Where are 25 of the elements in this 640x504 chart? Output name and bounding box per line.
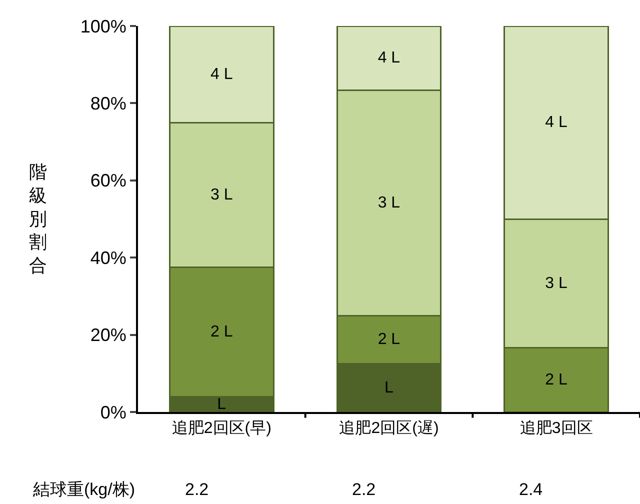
text: 4 L [545,114,568,131]
series-label: 3 L [378,194,400,212]
series-label: 4 L [378,50,400,67]
y-tick-label: 80% [90,94,126,114]
y-tick-label: 0% [100,402,126,422]
y-tick-label: 60% [90,170,126,191]
y-tick-label: 40% [90,248,126,268]
text: 3 L [545,274,568,292]
text: 2 L [545,371,568,388]
text: 2 L [210,323,233,340]
x-tick-label: 追肥3回区 [520,420,593,438]
text: 2.2 [185,480,209,499]
y-axis-title: 階級別割合 [29,162,47,276]
text: 2.2 [352,480,376,499]
series-label: L [217,396,226,413]
text: 4 L [210,66,233,83]
text: 結球重(kg/株) [32,480,135,499]
text: 2.4 [519,480,543,499]
y-tick-label: 20% [90,325,126,346]
y-tick-label: 100% [80,16,126,36]
x-tick-label: 追肥2回区(遅) [339,420,439,438]
series-label: 2 L [378,331,400,348]
text: L [384,379,394,396]
x-tick-label: 追肥2回区(早) [172,420,272,438]
text: 3 L [210,186,233,204]
